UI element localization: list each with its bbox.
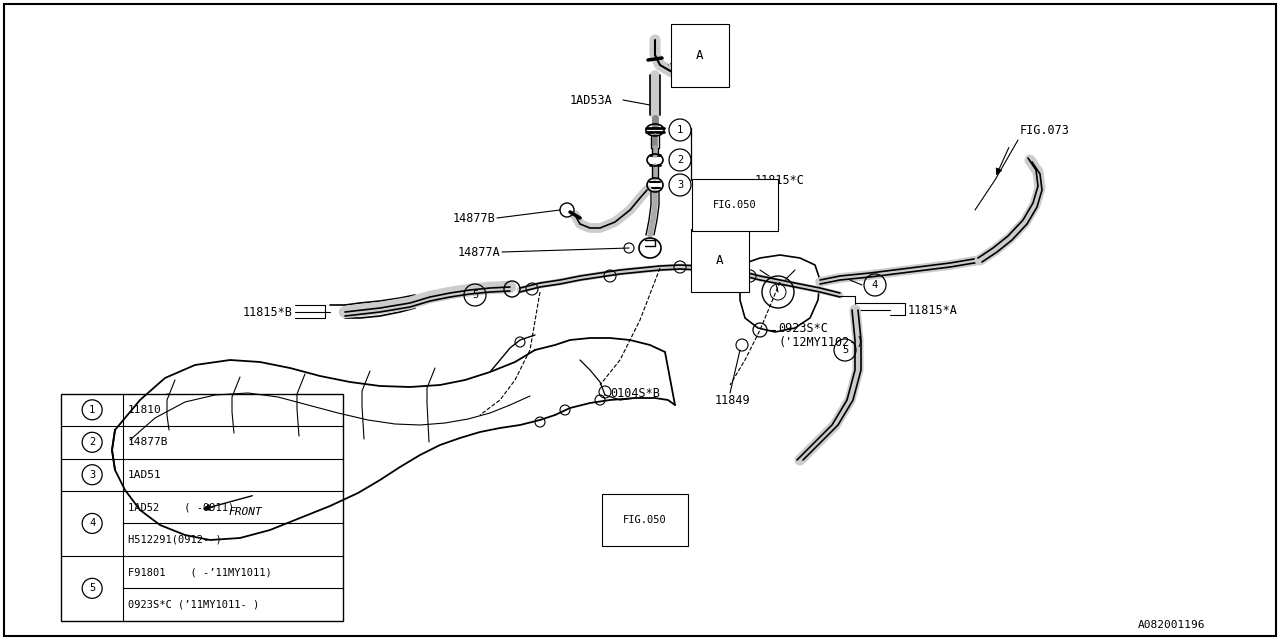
Text: 11815*B: 11815*B [243, 305, 293, 319]
Text: 1: 1 [90, 405, 95, 415]
Text: 2: 2 [90, 437, 95, 447]
FancyBboxPatch shape [61, 394, 343, 621]
Text: FIG.050: FIG.050 [623, 515, 667, 525]
Text: A082001196: A082001196 [1138, 620, 1204, 630]
Text: A: A [696, 49, 704, 61]
Text: 5: 5 [472, 290, 479, 300]
Text: 4: 4 [90, 518, 95, 529]
Text: F91801    ( -’11MY1011): F91801 ( -’11MY1011) [128, 567, 271, 577]
Text: 3: 3 [90, 470, 95, 480]
Text: 5: 5 [90, 583, 95, 593]
Text: 4: 4 [872, 280, 878, 290]
Text: 1AD53A: 1AD53A [570, 93, 613, 106]
Text: 14877B: 14877B [452, 211, 495, 225]
Text: 14877A: 14877A [457, 246, 500, 259]
Text: 0104S*B: 0104S*B [611, 387, 660, 399]
Text: ('12MY1102-): ('12MY1102-) [778, 335, 864, 349]
Text: FIG.073: FIG.073 [1020, 124, 1070, 136]
Text: FRONT: FRONT [228, 507, 262, 517]
Text: 2: 2 [677, 155, 684, 165]
Text: 0923S*C (’11MY1011- ): 0923S*C (’11MY1011- ) [128, 600, 259, 609]
Text: 11815*A: 11815*A [908, 303, 957, 317]
Text: 11810: 11810 [128, 405, 161, 415]
Text: 11815*C: 11815*C [755, 173, 805, 186]
Text: 0923S*C: 0923S*C [778, 321, 828, 335]
Text: 1: 1 [677, 125, 684, 135]
Text: H512291(0912- ): H512291(0912- ) [128, 534, 221, 545]
Text: 1AD52    ( -0911): 1AD52 ( -0911) [128, 502, 234, 512]
Text: FIG.050: FIG.050 [713, 200, 756, 210]
Text: A: A [717, 253, 723, 266]
Text: 5: 5 [842, 345, 849, 355]
Text: 1AD51: 1AD51 [128, 470, 161, 480]
Text: 3: 3 [677, 180, 684, 190]
Text: 11849: 11849 [716, 394, 750, 406]
Text: 14877B: 14877B [128, 437, 169, 447]
